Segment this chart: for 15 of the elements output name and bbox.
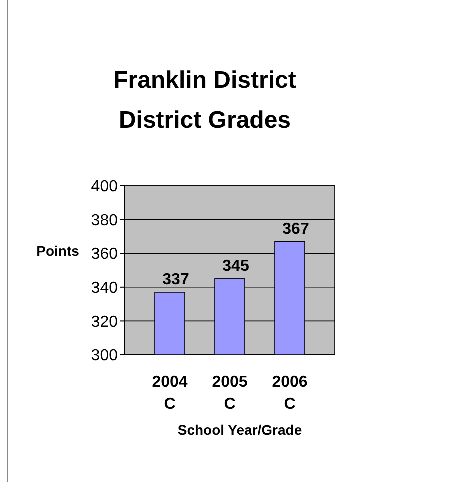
data-label: 337: [162, 271, 190, 288]
y-axis-title: Points: [36, 243, 80, 259]
data-label: 345: [222, 258, 250, 275]
x-axis-title: School Year/Grade: [178, 422, 302, 438]
y-tick-label: 340: [91, 280, 118, 297]
data-label: 367: [282, 220, 310, 238]
y-tick-label: 320: [91, 314, 118, 331]
y-tick-label: 300: [91, 348, 118, 365]
y-tick-label: 360: [91, 246, 118, 264]
x-tick-label: 2004 C: [152, 374, 188, 413]
x-tick-label: 2005 C: [212, 374, 248, 413]
x-tick-label: 2006 C: [272, 374, 308, 413]
y-tick-label: 380: [91, 212, 118, 230]
y-tick-label: 400: [91, 178, 118, 196]
chart-title: Franklin District District Grades: [114, 67, 296, 134]
